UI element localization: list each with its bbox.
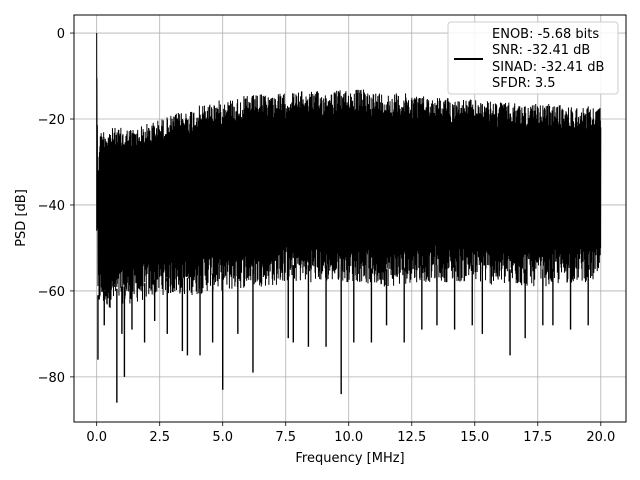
- x-tick-label: 15.0: [460, 430, 489, 445]
- legend: ENOB: -5.68 bits SNR: -32.41 dB SINAD: -…: [447, 21, 619, 95]
- x-tick-label: 5.0: [212, 430, 233, 445]
- y-axis-label: PSD [dB]: [14, 189, 29, 247]
- x-tick-label: 10.0: [334, 430, 363, 445]
- y-tick-label: −20: [38, 113, 65, 128]
- legend-sinad: SINAD: -32.41 dB: [492, 60, 604, 75]
- x-tick-label: 2.5: [149, 430, 170, 445]
- plot-frame: [73, 14, 627, 423]
- legend-enob: ENOB: -5.68 bits: [492, 27, 599, 42]
- x-axis: 0.0 2.5 5.0 7.5 10.0 12.5 15.0 17.5 20.0: [86, 422, 615, 445]
- x-tick-label: 17.5: [523, 430, 552, 445]
- x-tick-label: 7.5: [275, 430, 296, 445]
- legend-box: [447, 21, 619, 95]
- psd-series-line: [96, 33, 602, 308]
- series-layer: [96, 33, 602, 403]
- x-tick-label: 0.0: [86, 430, 107, 445]
- y-tick-label: −60: [38, 285, 65, 300]
- y-tick-label: −40: [38, 199, 65, 214]
- x-axis-label: Frequency [MHz]: [295, 451, 404, 466]
- y-tick-label: −80: [38, 371, 65, 386]
- legend-snr: SNR: -32.41 dB: [492, 43, 590, 58]
- x-tick-label: 20.0: [586, 430, 615, 445]
- y-tick-label: 0: [57, 27, 65, 42]
- legend-sfdr: SFDR: 3.5: [492, 76, 556, 91]
- y-axis: 0 −20 −40 −60 −80: [38, 27, 74, 386]
- x-tick-label: 12.5: [397, 430, 426, 445]
